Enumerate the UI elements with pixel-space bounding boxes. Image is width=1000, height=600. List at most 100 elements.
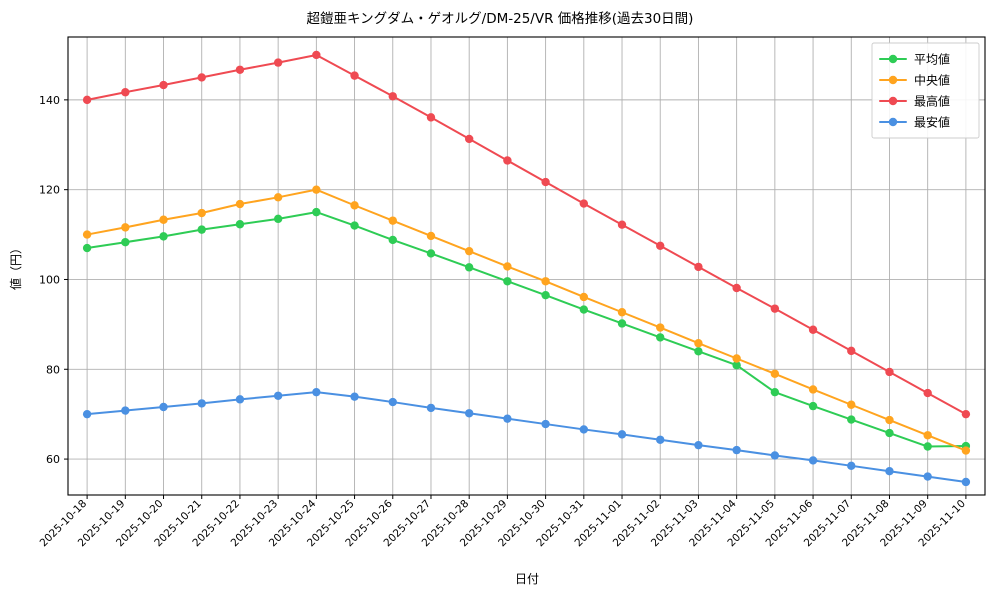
data-point [464, 134, 474, 144]
data-point [617, 220, 627, 229]
data-point [426, 249, 436, 258]
series-line [86, 53, 967, 416]
data-point [579, 292, 589, 302]
data-point [961, 409, 971, 419]
data-point [82, 243, 92, 253]
data-point [388, 216, 397, 225]
data-point [82, 230, 92, 239]
data-point [503, 277, 512, 286]
data-point [121, 223, 130, 232]
data-point [312, 50, 321, 60]
legend-item-2[interactable]: 中央値 [879, 73, 950, 88]
data-point [312, 207, 321, 217]
legend-marker-icon [888, 117, 898, 127]
data-point [923, 472, 932, 481]
data-point [197, 208, 206, 218]
legend-item-1[interactable]: 平均値 [879, 52, 950, 67]
series-line [86, 391, 967, 483]
data-point [82, 409, 92, 419]
data-point [885, 415, 894, 425]
data-point [732, 283, 741, 293]
data-point [694, 440, 703, 450]
legend-label: 中央値 [914, 73, 950, 88]
data-point [235, 220, 245, 229]
data-point [694, 347, 703, 356]
y-tick-label: 80 [46, 363, 60, 376]
plot-border [67, 36, 986, 496]
series-1 [82, 207, 971, 451]
data-point [579, 199, 589, 208]
data-point [197, 399, 206, 408]
data-point [235, 199, 245, 209]
data-point [847, 461, 856, 471]
axis-labels: 日付 値（円） [8, 242, 539, 586]
data-point [617, 319, 627, 328]
data-point [656, 323, 665, 332]
legend-marker-icon [888, 75, 898, 85]
data-point [464, 246, 474, 256]
data-point [159, 232, 168, 241]
data-point [503, 414, 512, 423]
data-point [579, 425, 589, 434]
data-point [770, 304, 780, 313]
data-point [732, 354, 741, 363]
data-point [235, 395, 245, 404]
data-point [350, 71, 359, 80]
legend-marker-icon [888, 54, 898, 64]
data-point [273, 391, 283, 400]
data-point [770, 387, 780, 397]
data-point [121, 406, 130, 415]
data-point [541, 177, 550, 187]
data-point [273, 58, 283, 67]
data-point [82, 95, 92, 105]
data-point [923, 431, 932, 440]
data-point [197, 73, 206, 82]
series-line [86, 211, 967, 448]
data-point [312, 185, 321, 194]
series-3 [82, 50, 971, 419]
x-axis-label: 日付 [515, 572, 539, 586]
data-point [159, 215, 168, 224]
gridlines [68, 37, 985, 495]
data-point [847, 415, 856, 424]
data-point [617, 308, 627, 317]
data-point [388, 397, 397, 407]
data-point [541, 419, 550, 429]
legend-marker-icon [888, 96, 898, 106]
legend-item-4[interactable]: 最安値 [879, 115, 950, 130]
data-point [847, 346, 856, 356]
data-point [656, 435, 665, 444]
data-point [961, 477, 971, 487]
data-point [503, 262, 512, 271]
data-point [388, 92, 397, 101]
data-point [541, 290, 550, 300]
data-point [273, 214, 283, 224]
data-point [923, 388, 932, 398]
data-point [197, 225, 206, 234]
data-point [350, 221, 359, 230]
legend-label: 最高値 [914, 94, 950, 109]
x-axis-ticks: 2025-10-182025-10-192025-10-202025-10-21… [38, 495, 968, 549]
data-point [388, 235, 397, 245]
data-point [808, 401, 818, 411]
data-point [426, 403, 436, 413]
data-point [121, 238, 130, 247]
y-axis-ticks: 60 80 100 120 140 [39, 94, 68, 466]
data-point [503, 156, 512, 165]
data-point [808, 456, 818, 465]
data-point [159, 402, 168, 412]
y-tick-label: 60 [46, 453, 60, 466]
data-point [121, 88, 130, 97]
series-line [86, 188, 967, 452]
data-point [885, 367, 894, 377]
data-point [464, 409, 474, 418]
data-point [847, 400, 856, 409]
data-point [770, 451, 780, 460]
data-point [961, 446, 971, 455]
data-point [732, 445, 741, 455]
legend-item-3[interactable]: 最高値 [879, 94, 950, 109]
legend-background [871, 42, 980, 139]
data-point [541, 277, 550, 286]
data-point [350, 201, 359, 210]
